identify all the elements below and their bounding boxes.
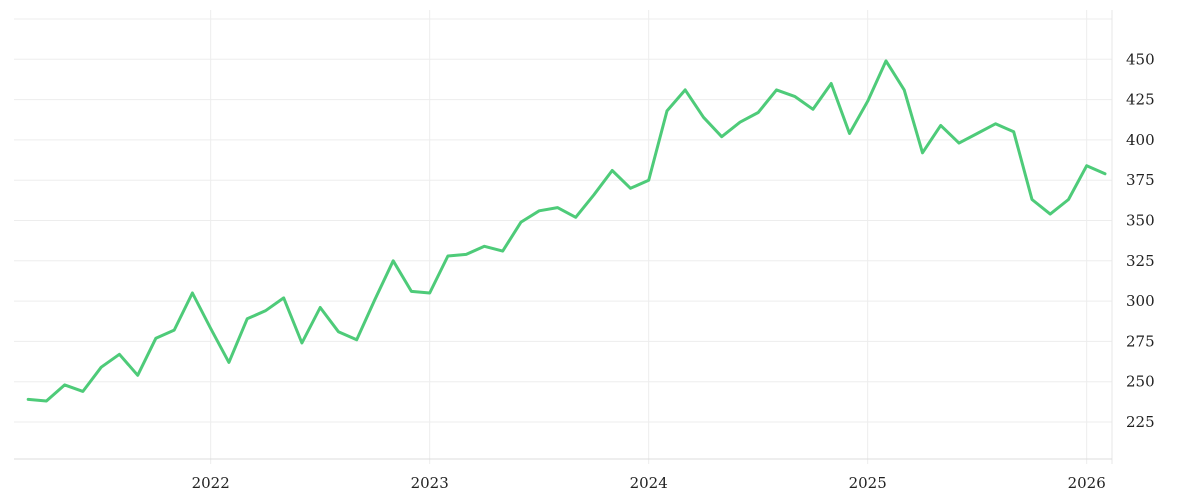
x-tick-label: 2026 [1068,474,1106,492]
x-tick-label: 2025 [849,474,887,492]
y-tick-label: 300 [1126,292,1155,310]
y-tick-label: 325 [1126,252,1155,270]
y-tick-label: 350 [1126,212,1155,230]
y-tick-label: 275 [1126,332,1155,350]
y-tick-label: 225 [1126,413,1155,431]
gridlines [14,10,1112,464]
price-series-line [26,59,1107,403]
y-tick-label: 375 [1126,171,1155,189]
tick-labels: 450 425 400 375 350 325 300 275 250 225 2022 2023 20… [192,50,1155,492]
axes [14,10,1113,464]
x-tick-label: 2022 [192,474,230,492]
y-tick-label: 450 [1126,50,1155,68]
x-tick-label: 2023 [411,474,449,492]
y-tick-label: 400 [1126,131,1155,149]
x-tick-label: 2024 [630,474,668,492]
y-tick-label: 425 [1126,91,1155,109]
y-tick-label: 250 [1126,373,1155,391]
